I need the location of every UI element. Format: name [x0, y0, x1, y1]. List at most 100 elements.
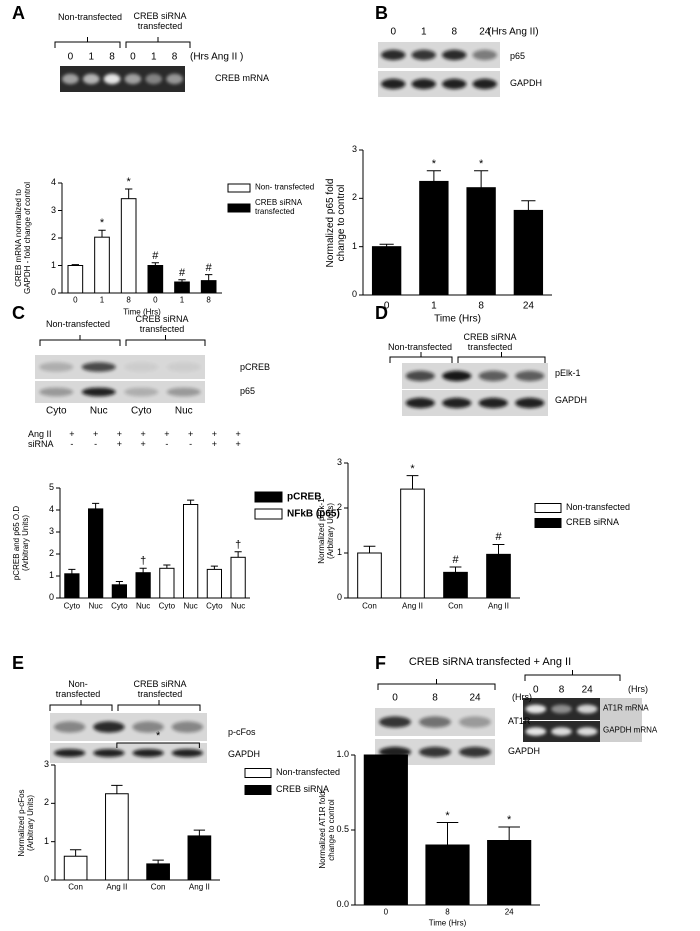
y-tick-label: 5: [48, 482, 54, 493]
bar: [486, 553, 511, 599]
y-axis-label: Normalized p-cFos (Arbitrary Units): [17, 788, 35, 857]
blot-band: [82, 73, 100, 85]
group-label: Non- transfected: [55, 679, 101, 699]
blot-label: GAPDH: [510, 78, 543, 89]
lane-label: 8: [432, 692, 438, 704]
annotation: †: [235, 538, 242, 551]
error-bar: [210, 565, 218, 570]
y-tick-label: 3: [351, 144, 357, 155]
annotation: *: [507, 813, 512, 826]
bar: [425, 844, 470, 906]
bar: [105, 793, 129, 881]
condition-value: +: [211, 439, 218, 450]
group-brace: [54, 37, 121, 48]
blot-band: [62, 73, 79, 85]
bar: [64, 573, 80, 599]
legend-label: Non-transfected: [566, 502, 631, 513]
annotation: *: [478, 157, 484, 170]
blot-band: [442, 370, 472, 382]
blot-band: [576, 704, 598, 714]
blot-band: [419, 716, 451, 728]
blot-label: p65: [510, 51, 526, 62]
x-tick-label: Nuc: [136, 601, 151, 611]
annotation: #: [152, 249, 159, 262]
bar: [88, 508, 104, 599]
y-tick-label: 1: [48, 570, 54, 581]
x-tick-label: 8: [206, 295, 211, 305]
x-axis-label: Time (Hrs): [123, 307, 161, 317]
group-label: CREB siRNA transfected: [133, 679, 187, 699]
y-tick-label: 2: [48, 548, 54, 559]
panel-label: C: [12, 303, 25, 324]
blot-band: [405, 370, 435, 382]
lane-label: Cyto: [130, 405, 152, 417]
blot-label: GAPDH: [555, 395, 588, 406]
x-tick-label: 0: [383, 907, 389, 917]
y-tick-label: 1: [50, 259, 56, 270]
group-brace: [389, 352, 453, 363]
panel-label: F: [375, 653, 386, 674]
bar: [147, 265, 164, 294]
panel-label: D: [375, 303, 388, 324]
error-bar: [151, 262, 159, 266]
y-tick-label: 0.0: [336, 899, 349, 910]
x-tick-label: Cyto: [206, 601, 223, 611]
blot-band: [93, 749, 125, 757]
blot-label: CREB mRNA: [215, 73, 270, 84]
condition-value: +: [69, 429, 75, 440]
group-brace: [39, 335, 121, 346]
lane-label: 0: [392, 692, 398, 704]
condition-label: Ang II: [28, 429, 52, 440]
panel-label: E: [12, 653, 25, 674]
bar: [174, 281, 190, 294]
legend-label: CREB siRNA: [276, 784, 330, 795]
annotation: *: [126, 176, 131, 188]
bar: [120, 198, 137, 294]
blot-label: AT1R: [508, 716, 531, 727]
bar: [187, 835, 212, 881]
bar: [183, 504, 199, 599]
label: (Hrs Ang II ): [190, 51, 244, 63]
group-brace: [125, 335, 206, 346]
lane-label: 8: [109, 51, 115, 63]
y-tick-label: 1: [336, 547, 342, 558]
error-bar: [92, 502, 100, 509]
condition-value: -: [189, 439, 193, 450]
bar: [200, 280, 217, 294]
blot-band: [166, 362, 201, 372]
label: (Hrs): [512, 692, 532, 703]
group-label: CREB siRNA transfected: [463, 332, 517, 352]
bar: [230, 556, 246, 599]
y-tick-label: 4: [50, 177, 56, 188]
x-tick-label: Nuc: [88, 601, 103, 611]
y-axis-label: pCREB and p65 O.D (Arbitrary Units): [12, 505, 30, 581]
blot-band: [478, 370, 508, 382]
x-tick-label: Ang II: [188, 882, 210, 892]
y-tick-label: 0: [336, 592, 342, 603]
blot-band: [171, 721, 204, 733]
lane-label: 8: [451, 26, 458, 38]
group-label: CREB siRNA transfected: [133, 11, 187, 31]
bar: [111, 584, 127, 599]
error-bar: [178, 279, 186, 282]
legend-swatch: [254, 491, 283, 503]
legend-swatch: [254, 508, 283, 520]
blot-band: [132, 749, 164, 757]
lane-label: 0: [390, 26, 397, 38]
blot-label: GAPDH: [508, 746, 541, 757]
legend-swatch: [534, 518, 562, 528]
bar: [419, 180, 449, 296]
error-bar: [492, 543, 505, 555]
legend-swatch: [534, 503, 562, 513]
condition-value: +: [140, 429, 146, 440]
lane-label: 1: [150, 51, 157, 63]
bar: [443, 571, 468, 599]
bar: [513, 209, 544, 296]
bar: [135, 572, 151, 599]
blot-band: [81, 387, 116, 397]
error-bar: [68, 568, 76, 574]
group-brace: [377, 679, 496, 690]
y-tick-label: 1.0: [336, 749, 349, 760]
blot-band: [411, 78, 436, 90]
